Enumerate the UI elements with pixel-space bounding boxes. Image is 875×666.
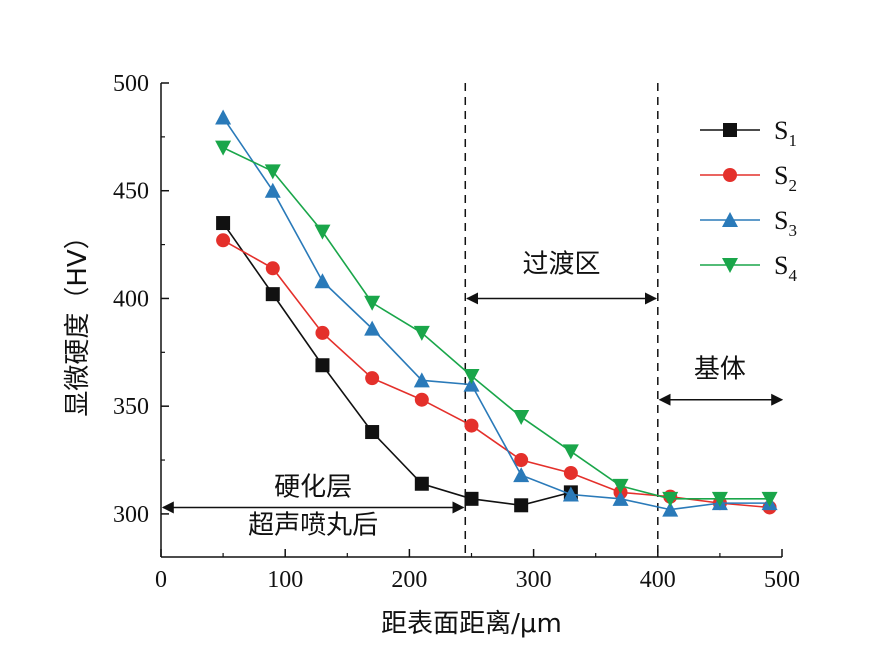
data-point xyxy=(364,295,381,311)
data-point xyxy=(513,467,530,483)
data-point xyxy=(365,425,380,440)
data-point xyxy=(562,444,579,460)
data-point xyxy=(514,453,529,468)
after-peening-label: 超声喷丸后 xyxy=(248,510,378,540)
data-point xyxy=(264,182,281,198)
legend-item: S1 xyxy=(700,116,797,150)
data-point xyxy=(414,392,429,407)
legend-label: S1 xyxy=(774,116,797,150)
series-line xyxy=(222,146,770,500)
series-S3 xyxy=(215,109,778,517)
y-tick-label: 300 xyxy=(113,502,149,528)
data-point xyxy=(413,372,430,388)
data-point xyxy=(264,164,281,180)
data-point xyxy=(365,371,380,386)
y-axis-title: 显微硬度（HV） xyxy=(63,223,93,416)
legend-label: S4 xyxy=(774,251,797,285)
x-tick-label: 0 xyxy=(155,567,167,593)
legend-marker xyxy=(722,212,738,227)
data-point xyxy=(216,233,231,248)
data-point xyxy=(464,418,479,433)
legend-label: S2 xyxy=(774,161,797,195)
legend: S1 S2 S3 S4 xyxy=(700,116,797,285)
data-point xyxy=(662,491,679,507)
data-point xyxy=(315,325,330,340)
annotations: 过渡区 基体 硬化层 超声喷丸后 xyxy=(161,249,784,540)
legend-item: S2 xyxy=(700,161,797,195)
hardened-layer-label: 硬化层 xyxy=(274,472,352,502)
data-point xyxy=(215,140,232,156)
x-axis-title: 距表面距离/μm xyxy=(381,609,562,639)
x-tick-label: 200 xyxy=(391,567,427,593)
boundary-lines xyxy=(464,83,659,557)
series-line xyxy=(222,117,770,511)
data-point xyxy=(513,409,530,425)
x-tick-label: 500 xyxy=(764,567,800,593)
axes: 0 100 200 300 400 500 300 350 400 450 500 xyxy=(113,71,800,593)
data-point xyxy=(315,358,330,373)
transition-zone-label: 过渡区 xyxy=(523,249,601,279)
data-point xyxy=(265,261,280,276)
base-material-label: 基体 xyxy=(694,355,746,385)
data-point xyxy=(314,224,331,240)
data-point xyxy=(711,491,728,507)
legend-item: S4 xyxy=(700,251,797,285)
data-point xyxy=(463,376,480,392)
data-point xyxy=(662,501,679,517)
data-point xyxy=(413,325,430,341)
y-tick-label: 350 xyxy=(113,394,149,420)
x-tick-label: 300 xyxy=(516,567,552,593)
data-point xyxy=(414,476,429,491)
data-point xyxy=(562,486,579,502)
y-tick-label: 450 xyxy=(113,179,149,205)
series-S4 xyxy=(215,140,778,507)
data-point xyxy=(265,287,280,302)
y-tick-label: 500 xyxy=(113,71,149,97)
legend-marker xyxy=(722,258,738,273)
data-point xyxy=(314,273,331,289)
x-tick-label: 400 xyxy=(640,567,676,593)
data-point xyxy=(612,478,629,494)
data-point xyxy=(215,109,232,125)
x-tick-label: 100 xyxy=(267,567,303,593)
data-point xyxy=(761,491,778,507)
series-group xyxy=(215,109,778,517)
series-line xyxy=(222,222,572,507)
data-point xyxy=(463,369,480,385)
data-point xyxy=(216,216,231,231)
series-line xyxy=(222,239,770,509)
data-point xyxy=(364,320,381,336)
data-point xyxy=(464,491,479,506)
legend-marker xyxy=(723,123,737,137)
legend-label: S3 xyxy=(774,206,797,240)
legend-item: S3 xyxy=(700,206,797,240)
data-point xyxy=(514,498,529,513)
y-tick-label: 400 xyxy=(113,286,149,312)
data-point xyxy=(612,490,629,506)
data-point xyxy=(563,465,578,480)
legend-marker xyxy=(723,168,737,182)
